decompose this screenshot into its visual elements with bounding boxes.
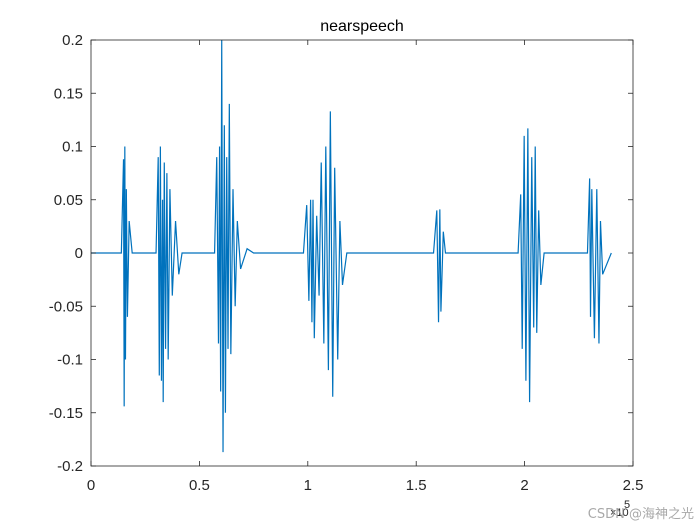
y-tick-label: 0 (75, 245, 83, 262)
y-tick-label: 0.05 (54, 192, 83, 209)
x-tick-label: 1.5 (406, 477, 427, 494)
y-tick-label: 0.1 (62, 139, 83, 156)
y-tick-label: -0.2 (57, 458, 83, 475)
x-tick-label: 0.5 (189, 477, 210, 494)
x-tick-label: 2 (520, 477, 528, 494)
tick-labels-layer: 0 0.5 1 1.5 2 2.5 -0.2 -0.15 -0.1 -0.05 0 0.05 0.1 0.… (49, 32, 644, 494)
watermark-text: CSDN @海神之光 (588, 507, 694, 522)
x-exponent-power: 5 (624, 499, 630, 511)
y-tick-label: 0.2 (62, 32, 83, 49)
series-layer (91, 39, 612, 453)
ticks-layer (90, 39, 634, 467)
series-line-0 (91, 39, 612, 453)
y-tick-label: -0.05 (49, 298, 83, 315)
y-tick-label: -0.15 (49, 405, 83, 422)
x-tick-label: 2.5 (623, 477, 644, 494)
x-tick-label: 0 (87, 477, 95, 494)
x-tick-label: 1 (304, 477, 312, 494)
chart-title: nearspeech (320, 18, 404, 35)
y-tick-label: -0.1 (57, 352, 83, 369)
y-tick-label: 0.15 (54, 85, 83, 102)
x-exponent-label: ×10 (610, 507, 629, 519)
